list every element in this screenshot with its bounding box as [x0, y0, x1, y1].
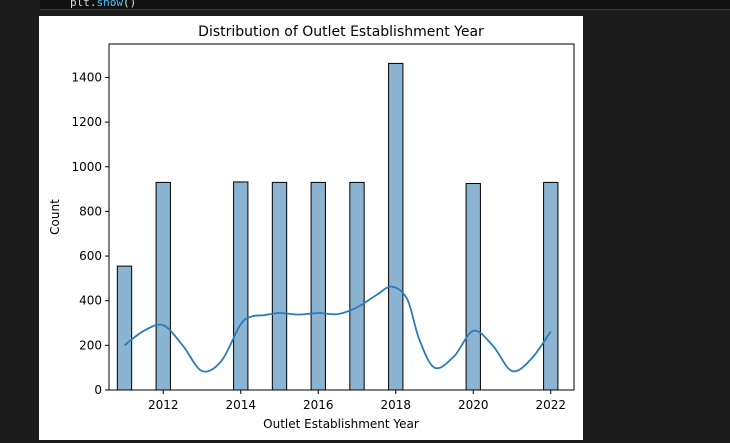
- chart-svg: Distribution of Outlet Establishment Yea…: [48, 24, 575, 431]
- x-ticks: 2012 2014 2016 2018 2020 2022: [148, 390, 566, 412]
- histogram-bar: [310, 181, 326, 391]
- code-function: show: [96, 0, 124, 9]
- kde-layer: [123, 285, 552, 373]
- notebook-code-cell: plt.show(): [40, 0, 730, 10]
- y-tick-label: 200: [79, 338, 102, 352]
- bars-layer: [116, 62, 559, 391]
- histogram-bar: [465, 183, 481, 391]
- y-tick-label: 800: [79, 204, 102, 218]
- y-tick-label: 1000: [71, 160, 102, 174]
- histogram-bar: [233, 181, 249, 391]
- y-tick-label: 0: [94, 383, 102, 397]
- y-ticks: 0 200 400 600 800 1000 1200 1400: [71, 70, 109, 397]
- axes-frame: [108, 43, 575, 391]
- x-tick-label: 2022: [535, 398, 566, 412]
- y-tick-label: 1200: [71, 115, 102, 129]
- x-axis-label: Outlet Establishment Year: [263, 417, 419, 431]
- histogram-bar: [116, 265, 133, 391]
- histogram-bar: [543, 181, 559, 391]
- y-tick-label: 1400: [71, 70, 102, 84]
- histogram-bar: [388, 62, 404, 391]
- chart-figure: Distribution of Outlet Establishment Yea…: [39, 16, 583, 440]
- y-tick-label: 400: [79, 294, 102, 308]
- x-tick-label: 2020: [458, 398, 489, 412]
- x-tick-label: 2016: [303, 398, 334, 412]
- x-tick-label: 2012: [148, 398, 179, 412]
- histogram-bar: [349, 181, 365, 391]
- kde-curve: [123, 285, 552, 373]
- y-axis-label: Count: [48, 199, 62, 235]
- x-tick-label: 2018: [380, 398, 411, 412]
- chart-title: Distribution of Outlet Establishment Yea…: [198, 24, 484, 40]
- code-text-tail: (): [123, 0, 137, 9]
- histogram-bar: [155, 181, 171, 391]
- code-text: plt.: [70, 0, 97, 9]
- histogram-bar: [271, 181, 288, 391]
- x-tick-label: 2014: [225, 398, 256, 412]
- y-tick-label: 600: [79, 249, 102, 263]
